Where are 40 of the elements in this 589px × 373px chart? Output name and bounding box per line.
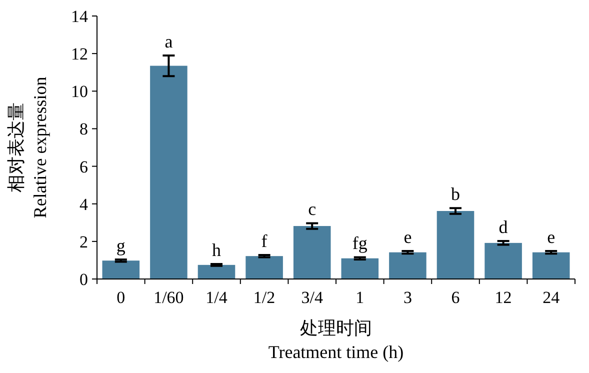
- annotation: b: [451, 184, 460, 204]
- annotation: e: [547, 227, 556, 248]
- x-axis-title: 处理时间 Treatment time (h): [268, 318, 404, 362]
- bar: [150, 66, 188, 279]
- y-tick-label: 10: [71, 82, 88, 102]
- y-tick-label: 6: [80, 157, 88, 176]
- x-tick-label: 6: [451, 288, 460, 307]
- x-tick-label: 12: [494, 288, 512, 307]
- annotation: f: [261, 230, 268, 251]
- annotation: h: [212, 240, 221, 260]
- y-tick-label: 8: [80, 120, 88, 139]
- bar: [532, 252, 570, 279]
- y-tick-label: 12: [71, 44, 88, 64]
- x-tick-label: 1/2: [253, 288, 276, 307]
- annotation: fg: [352, 233, 368, 254]
- annotation: a: [164, 31, 173, 52]
- bar: [198, 264, 236, 279]
- bar: [436, 210, 474, 279]
- bar: [389, 252, 426, 279]
- y-tick-label: 4: [80, 194, 88, 214]
- bar: [341, 258, 379, 279]
- annotation: e: [404, 227, 412, 248]
- bar: [102, 260, 140, 279]
- annotation: d: [498, 217, 508, 238]
- annotation: g: [116, 235, 126, 256]
- y-tick-label: 0: [80, 270, 88, 289]
- bar: [484, 242, 522, 279]
- annotation: c: [308, 199, 316, 220]
- x-tick-label: 1: [356, 288, 364, 307]
- bar: [293, 226, 331, 279]
- y-tick-label: 14: [71, 7, 88, 26]
- x-tick-label: 3: [403, 288, 412, 307]
- x-tick-label: 3/4: [301, 288, 324, 307]
- x-tick-label: 24: [542, 288, 560, 307]
- x-tick-label: 0: [116, 288, 126, 307]
- x-tick-label: 1/4: [206, 288, 228, 307]
- bar: [246, 256, 283, 279]
- x-tick-label: 1/60: [154, 288, 184, 307]
- y-axis-title: 相对表达量 Relative expression: [6, 76, 50, 218]
- y-tick-label: 2: [80, 232, 88, 252]
